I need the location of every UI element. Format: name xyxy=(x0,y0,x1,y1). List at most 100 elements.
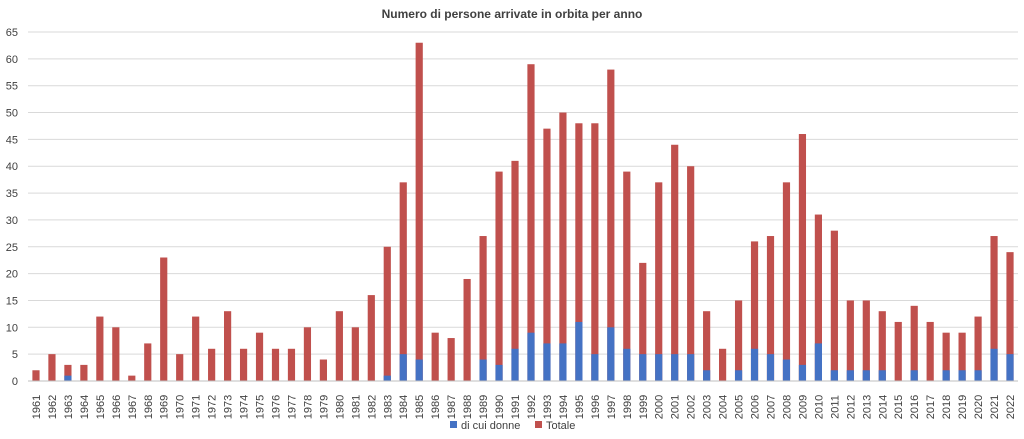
x-tick-label: 2021 xyxy=(989,395,1001,419)
bar-totale xyxy=(144,343,152,381)
y-tick-label: 40 xyxy=(6,161,18,173)
bar-totale xyxy=(335,311,343,381)
legend-label-di-cui-donne: di cui donne xyxy=(461,420,520,432)
x-tick-label: 1990 xyxy=(494,395,506,419)
x-tick-label: 2020 xyxy=(973,395,985,419)
y-tick-label: 30 xyxy=(6,215,18,227)
x-tick-label: 1998 xyxy=(622,395,634,419)
x-axis-ticks: 1961 1962 1963 1964 1965 1966 1967 1968 1969 1970… xyxy=(31,395,1017,419)
bar-di-cui-donne xyxy=(910,370,918,381)
x-tick-label: 1976 xyxy=(271,395,283,419)
x-tick-label: 1984 xyxy=(398,395,410,419)
bar-totale xyxy=(447,338,455,381)
x-tick-label: 1969 xyxy=(159,395,171,419)
bar-totale xyxy=(192,316,200,381)
x-tick-label: 1981 xyxy=(350,395,362,419)
bar-di-cui-donne xyxy=(814,343,822,381)
bar-di-cui-donne xyxy=(511,348,519,381)
x-tick-label: 1999 xyxy=(638,395,650,419)
bar-di-cui-donne xyxy=(862,370,870,381)
bar-totale xyxy=(814,214,822,381)
bar-totale xyxy=(750,241,759,381)
y-tick-label: 50 xyxy=(6,108,18,120)
bar-di-cui-donne xyxy=(958,370,966,381)
x-tick-label: 1970 xyxy=(175,395,187,419)
legend: di cui donne Totale xyxy=(450,420,575,432)
x-tick-label: 2000 xyxy=(654,395,666,419)
bar-totale xyxy=(527,64,535,381)
x-tick-label: 1966 xyxy=(111,395,123,419)
bar-di-cui-donne xyxy=(1006,354,1014,381)
bar-di-cui-donne xyxy=(798,364,807,381)
x-tick-label: 2009 xyxy=(797,395,809,419)
bar-di-cui-donne xyxy=(703,370,711,381)
bar-totale xyxy=(208,348,216,381)
bar-di-cui-donne xyxy=(64,375,72,381)
bar-di-cui-donne xyxy=(623,348,631,381)
bar-totale xyxy=(399,182,407,381)
x-tick-label: 1961 xyxy=(31,395,43,419)
bar-totale xyxy=(511,160,519,381)
bar-di-cui-donne xyxy=(846,370,854,381)
bar-di-cui-donne xyxy=(607,327,615,381)
bar-totale xyxy=(543,128,551,381)
bar-totale xyxy=(942,332,950,381)
bar-totale xyxy=(479,236,487,381)
x-tick-label: 2013 xyxy=(861,395,873,419)
bar-totale xyxy=(255,332,264,381)
legend-swatch-di-cui-donne xyxy=(450,421,457,428)
bar-di-cui-donne xyxy=(383,375,391,381)
bar-totale xyxy=(351,327,359,381)
bar-totale xyxy=(703,311,711,381)
bar-totale xyxy=(719,348,727,381)
x-tick-label: 1977 xyxy=(286,395,298,419)
bar-totale xyxy=(128,375,136,381)
x-tick-label: 1991 xyxy=(510,395,522,419)
bar-di-cui-donne xyxy=(495,364,503,381)
bar-totale xyxy=(415,42,423,381)
bar-totale xyxy=(846,300,854,381)
bar-di-cui-donne xyxy=(750,348,759,381)
x-tick-label: 1988 xyxy=(462,395,474,419)
bar-totale xyxy=(926,321,934,381)
x-tick-label: 1987 xyxy=(446,395,458,419)
bar-totale xyxy=(894,321,902,381)
bar-totale xyxy=(878,311,886,381)
bar-di-cui-donne xyxy=(974,370,982,381)
bar-di-cui-donne xyxy=(782,359,791,381)
y-tick-label: 25 xyxy=(6,242,18,254)
x-tick-label: 1992 xyxy=(526,395,538,419)
y-tick-label: 65 xyxy=(6,27,18,39)
legend-swatch-totale xyxy=(535,421,542,428)
x-tick-label: 1968 xyxy=(143,395,155,419)
y-tick-label: 20 xyxy=(6,269,18,281)
bar-totale xyxy=(160,257,168,381)
chart-title: Numero di persone arrivate in orbita per… xyxy=(382,7,643,21)
x-tick-label: 2003 xyxy=(702,395,714,419)
bar-di-cui-donne xyxy=(415,359,423,381)
bar-totale xyxy=(766,236,775,381)
bar-totale xyxy=(463,278,471,381)
bar-di-cui-donne xyxy=(639,354,647,381)
x-tick-label: 1964 xyxy=(79,395,91,419)
x-tick-label: 1973 xyxy=(223,395,235,419)
y-tick-label: 55 xyxy=(6,81,18,93)
bar-totale xyxy=(798,134,807,381)
x-tick-label: 2004 xyxy=(718,395,730,419)
x-tick-label: 2002 xyxy=(686,395,698,419)
x-tick-label: 1982 xyxy=(366,395,378,419)
bar-di-cui-donne xyxy=(575,321,583,381)
y-tick-label: 45 xyxy=(6,134,18,146)
y-tick-label: 15 xyxy=(6,295,18,307)
x-tick-label: 1979 xyxy=(318,395,330,419)
bar-di-cui-donne xyxy=(559,343,567,381)
x-tick-label: 2014 xyxy=(877,395,889,419)
x-tick-label: 1963 xyxy=(63,395,75,419)
x-tick-label: 1975 xyxy=(255,395,267,419)
bar-totale xyxy=(687,166,695,381)
bar-totale xyxy=(287,348,296,381)
bar-di-cui-donne xyxy=(655,354,663,381)
x-tick-label: 2005 xyxy=(734,395,746,419)
